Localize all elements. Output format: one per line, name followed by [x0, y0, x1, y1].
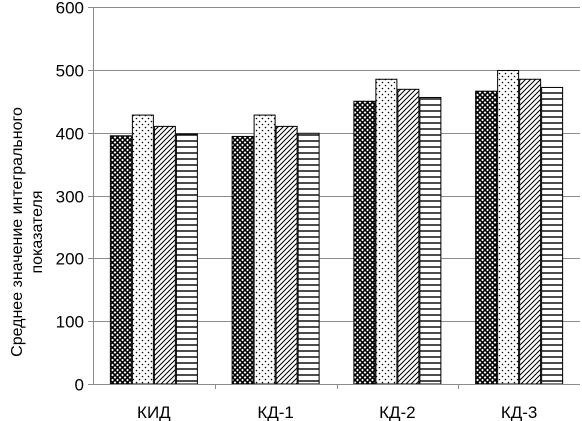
bar-diagonal-1 — [153, 125, 176, 385]
y-tick-label: 400 — [56, 125, 84, 144]
bar-dots-2 — [253, 114, 276, 385]
bar-diagonal-4 — [519, 78, 542, 385]
bar-diagonal-2 — [275, 125, 298, 385]
bar-crosshatch-4 — [475, 90, 498, 385]
y-tick-label: 300 — [56, 188, 84, 207]
y-tick-label: 0 — [75, 376, 84, 395]
y-axis-label: Среднее значение интегрального показателя — [9, 107, 46, 357]
bar-crosshatch-3 — [353, 100, 376, 385]
y-tick-label: 100 — [56, 313, 84, 332]
x-tick-label: КИД — [137, 403, 171, 421]
x-tick-label: КД-1 — [257, 403, 294, 421]
bar-horizontal-1 — [175, 133, 198, 385]
bar-crosshatch-2 — [231, 135, 254, 385]
bar-dots-1 — [131, 114, 154, 385]
y-axis-label-line: Среднее значение интегрального — [9, 107, 26, 357]
bar-horizontal-2 — [297, 132, 320, 385]
axes — [88, 7, 580, 389]
y-axis-label-line: показателя — [29, 190, 46, 273]
bar-dots-3 — [375, 78, 398, 385]
tick-labels: 0 100 200 300 400 500 600 КИД КД-1 КД-2 КД-3 — [56, 0, 538, 421]
bar-horizontal-4 — [541, 86, 564, 385]
bars — [109, 69, 564, 385]
x-tick-label: КД-2 — [379, 403, 416, 421]
bar-diagonal-3 — [397, 88, 420, 385]
x-tick-label: КД-3 — [501, 403, 538, 421]
bar-horizontal-3 — [419, 96, 442, 385]
y-tick-label: 600 — [56, 0, 84, 18]
bar-dots-4 — [497, 69, 520, 385]
bar-crosshatch-1 — [109, 135, 132, 385]
y-tick-label: 200 — [56, 250, 84, 269]
y-tick-label: 500 — [56, 62, 84, 81]
